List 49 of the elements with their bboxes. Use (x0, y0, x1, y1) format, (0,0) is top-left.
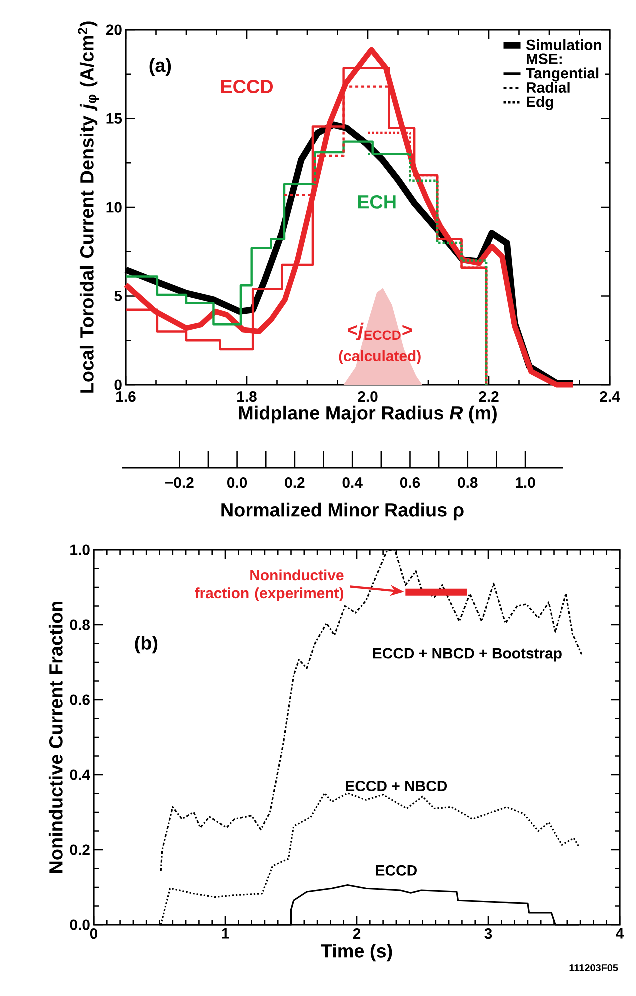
x-tick-label: 2.2 (479, 392, 499, 402)
series-label: ECCD (376, 865, 417, 876)
x-tick-label: 0 (90, 928, 98, 940)
y-tick-label: 0 (114, 380, 122, 390)
x-axis-title: Midplane Major Radius R (m) (239, 406, 497, 424)
y-tick-label: 0.2 (70, 844, 90, 856)
y-tick-label: 5 (114, 291, 122, 302)
annotation: Radial (527, 82, 570, 93)
text: ECH (358, 195, 396, 209)
x2-tick-label: 1.0 (516, 478, 536, 488)
y-axis-title: Local Toroidal Current Density j$_{φ}$ (A/cm$^{2}$) (78, 22, 100, 393)
legend-label: Simulation (526, 40, 602, 50)
annotation: (b) (135, 636, 158, 654)
annotation: Tangential (526, 68, 599, 82)
y-tick-label: 0.8 (70, 620, 90, 630)
x-tick-label: 2.0 (358, 392, 378, 402)
x2-tick-label: 0.6 (400, 478, 420, 488)
x-tick-label: 3 (484, 928, 492, 940)
x-axis-title: Time (s) (321, 944, 392, 962)
series-label: <j$_{ECCD}$> (348, 322, 412, 341)
series-label: ECCD + NBCD + Bootstrap (373, 648, 562, 662)
y-tick-label: 10 (106, 202, 122, 213)
x2-tick-label: 0.4 (342, 478, 363, 488)
x-tick-label: 2 (353, 928, 361, 939)
annotation: Edg (527, 96, 554, 110)
y-tick-label: 1.0 (70, 544, 90, 556)
x-tick-label: 1.6 (116, 392, 136, 402)
series-label: ECCD + NBCD (346, 780, 448, 792)
x2-tick-label: 0.0 (228, 478, 248, 488)
text: ECCD (221, 80, 274, 94)
x2-tick-label: 0.8 (458, 478, 478, 488)
y-axis-title: Noninductive Current Fraction (48, 602, 63, 873)
x-tick-label: 2.4 (600, 392, 620, 402)
y-tick-label: 15 (106, 114, 122, 124)
legend-label: Noninductive fraction (experiment) (195, 570, 344, 602)
annotation: MSE: (527, 54, 562, 64)
x2-axis-title: Normalized Minor Radius ρ (222, 502, 464, 521)
y-tick-label: 0.0 (70, 920, 90, 930)
y-tick-label: 20 (106, 24, 122, 36)
annotation: (a) (150, 58, 172, 76)
y-tick-label: 0.4 (70, 770, 90, 780)
x2-tick-label: −0.2 (166, 478, 194, 488)
text: 111203F05 (570, 964, 618, 972)
x-tick-label: 4 (616, 928, 624, 939)
x2-tick-label: 0.2 (285, 478, 305, 488)
y-tick-label: 0.6 (70, 694, 90, 706)
annotation: (calculated) (339, 350, 421, 364)
x-tick-label: 1 (222, 928, 230, 939)
x-tick-label: 1.8 (238, 392, 257, 402)
